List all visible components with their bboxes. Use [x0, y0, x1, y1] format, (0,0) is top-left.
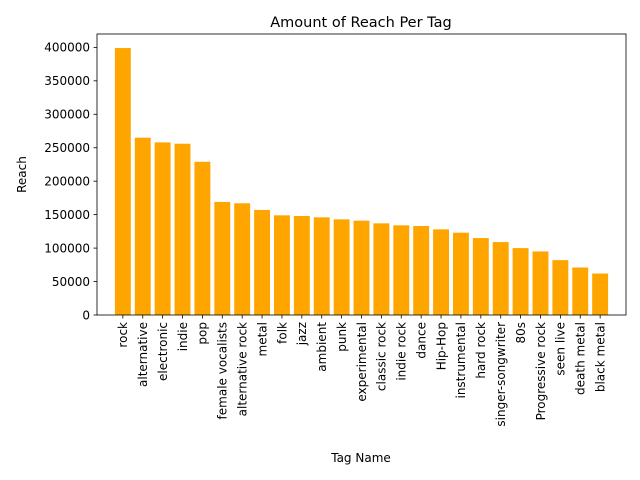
- bar-21: [532, 251, 549, 315]
- bar-2: [154, 142, 171, 315]
- bar-22: [552, 260, 569, 315]
- bar-23: [572, 267, 589, 315]
- x-tick-label: alternative: [136, 322, 150, 387]
- y-tick-label: 250000: [44, 141, 90, 155]
- y-axis: 0 50000 100000 150000 200000 250000 300000 3500…: [44, 41, 97, 322]
- x-tick-label: singer-songwriter: [494, 322, 508, 427]
- bar-5: [214, 201, 231, 315]
- x-tick-label: indie: [176, 322, 190, 351]
- bar-1: [134, 137, 151, 315]
- bar-17: [452, 232, 469, 315]
- y-tick-label: 0: [82, 308, 90, 322]
- bar-3: [174, 143, 191, 315]
- x-tick-label: female vocalists: [216, 322, 230, 419]
- x-tick-label: jazz: [295, 322, 309, 346]
- bar-20: [512, 248, 529, 315]
- plot-frame: [96, 33, 627, 316]
- y-tick-label: 50000: [52, 275, 90, 289]
- y-tick-label: 300000: [44, 108, 90, 122]
- x-tick-label: Hip-Hop: [434, 322, 448, 370]
- x-tick-label: hard rock: [474, 322, 488, 379]
- y-tick-label: 150000: [44, 208, 90, 222]
- bar-16: [433, 229, 450, 315]
- bar-0: [114, 48, 131, 316]
- bar-10: [313, 217, 330, 315]
- bar-15: [413, 226, 430, 315]
- x-tick-label: pop: [196, 322, 210, 345]
- bar-13: [373, 223, 390, 315]
- bar-11: [333, 219, 350, 315]
- x-tick-label: death metal: [574, 322, 588, 395]
- x-tick-label: dance: [414, 322, 428, 359]
- x-tick-label: Progressive rock: [534, 322, 548, 420]
- x-tick-label: seen live: [554, 322, 568, 376]
- bar-14: [393, 225, 410, 315]
- x-tick-label: folk: [275, 322, 289, 344]
- x-axis: rock alternative electronic indie pop female …: [116, 315, 607, 427]
- x-tick-label: ambient: [315, 322, 329, 372]
- y-tick-label: 100000: [44, 241, 90, 255]
- x-tick-label: 80s: [514, 322, 528, 344]
- x-tick-label: classic rock: [375, 322, 389, 391]
- bar-6: [234, 203, 251, 315]
- y-tick-label: 350000: [44, 74, 90, 88]
- bar-4: [194, 161, 211, 315]
- bars-group: [114, 48, 609, 316]
- x-tick-label: black metal: [593, 322, 607, 392]
- x-tick-label: instrumental: [454, 322, 468, 399]
- x-tick-label: indie rock: [395, 322, 409, 381]
- bar-9: [293, 215, 310, 315]
- x-tick-label: experimental: [355, 322, 369, 402]
- y-tick-label: 200000: [44, 174, 90, 188]
- x-tick-label: electronic: [156, 322, 170, 381]
- bar-12: [353, 220, 370, 315]
- x-tick-label: rock: [116, 322, 130, 348]
- bar-8: [273, 215, 290, 315]
- x-tick-label: alternative rock: [235, 322, 249, 416]
- bar-24: [592, 273, 609, 315]
- chart-title: Amount of Reach Per Tag: [270, 15, 451, 31]
- bar-19: [492, 242, 509, 315]
- x-tick-label: metal: [255, 322, 269, 356]
- y-axis-title: Reach: [15, 156, 29, 193]
- x-tick-label: punk: [335, 322, 349, 352]
- bar-18: [472, 238, 489, 315]
- x-axis-title: Tag Name: [330, 451, 391, 465]
- y-tick-label: 400000: [44, 41, 90, 55]
- bar-7: [254, 209, 271, 315]
